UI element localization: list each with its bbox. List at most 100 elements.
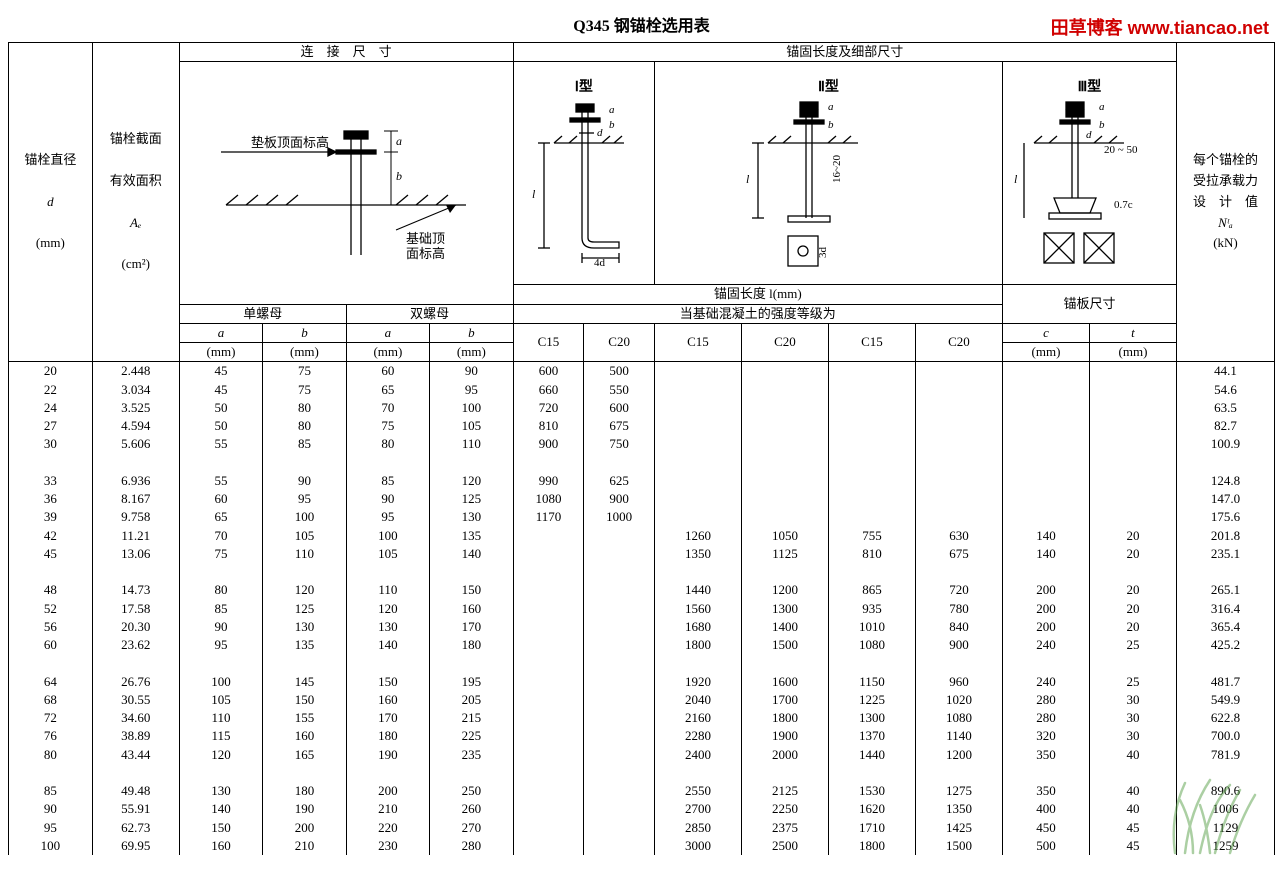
cell-N: 235.1 [1176, 545, 1274, 563]
cell-a2: 70 [346, 399, 429, 417]
watermark-text: 田草博客 www.tiancao.net [1051, 14, 1269, 40]
cell-l1c20: 675 [584, 417, 655, 435]
cell-d: 76 [9, 727, 93, 745]
hdr-b1-u: (mm) [263, 343, 346, 362]
cell-l3c20 [915, 435, 1002, 453]
cell-d: 39 [9, 508, 93, 526]
table-row: 6023.62951351401801800150010809002402542… [9, 636, 1275, 654]
cell-a2: 220 [346, 819, 429, 837]
cell-l2c20 [741, 362, 828, 381]
hdr-a2-u: (mm) [346, 343, 429, 362]
cell-t: 20 [1089, 545, 1176, 563]
cell-d: 52 [9, 600, 93, 618]
cell-l2c20: 1700 [741, 691, 828, 709]
page-root: { "title": "Q345 钢锚栓选用表", "watermark": "… [8, 12, 1275, 855]
cell-l2c20 [741, 417, 828, 435]
cell-l1c20 [584, 581, 655, 599]
cell-l1c15: 600 [513, 362, 584, 381]
cell-b2: 100 [430, 399, 513, 417]
cell-N: 622.8 [1176, 709, 1274, 727]
cell-l1c20 [584, 746, 655, 764]
cell-a1: 55 [179, 472, 262, 490]
cell-N: 316.4 [1176, 600, 1274, 618]
bolt-diagram-nut-icon: 垫板顶面标高 基础顶 面标高 a b [196, 85, 496, 280]
cell-l2c15: 3000 [654, 837, 741, 855]
hdr-double-nut: 双螺母 [346, 304, 513, 323]
cell-N: 549.9 [1176, 691, 1274, 709]
cell-a2: 140 [346, 636, 429, 654]
cell-b2: 260 [430, 800, 513, 818]
cell-l2c15: 2400 [654, 746, 741, 764]
cell-d: 36 [9, 490, 93, 508]
hdr-b2: b [430, 323, 513, 342]
cell-b1: 100 [263, 508, 346, 526]
cell-l3c20: 900 [915, 636, 1002, 654]
cell-d: 27 [9, 417, 93, 435]
cell-l3c15: 1800 [828, 837, 915, 855]
cell-l3c15: 1530 [828, 782, 915, 800]
cell-l1c20: 900 [584, 490, 655, 508]
cell-a2: 190 [346, 746, 429, 764]
table-row: 6830.55105150160205204017001225102028030… [9, 691, 1275, 709]
cell-a2: 90 [346, 490, 429, 508]
table-row: 4211.21701051001351260105075563014020201… [9, 527, 1275, 545]
cell-l1c20 [584, 837, 655, 855]
cell-l2c20: 2375 [741, 819, 828, 837]
cell-l3c20 [915, 490, 1002, 508]
cell-l3c20: 1020 [915, 691, 1002, 709]
bolt-type1-icon: l 4d d a b [524, 98, 644, 268]
cell-b1: 210 [263, 837, 346, 855]
cell-a1: 160 [179, 837, 262, 855]
cell-l3c20: 1080 [915, 709, 1002, 727]
cell-a1: 75 [179, 545, 262, 563]
cell-c: 200 [1002, 600, 1089, 618]
cell-l2c15 [654, 362, 741, 381]
cell-l3c15: 865 [828, 581, 915, 599]
hdr-conn-dim: 连 接 尺 寸 [179, 43, 513, 62]
cell-l1c20 [584, 800, 655, 818]
cell-b2: 130 [430, 508, 513, 526]
cell-d: 90 [9, 800, 93, 818]
table-row: 5217.58851251201601560130093578020020316… [9, 600, 1275, 618]
svg-text:20 ~ 50: 20 ~ 50 [1104, 144, 1138, 156]
svg-text:垫板顶面标高: 垫板顶面标高 [251, 135, 329, 150]
cell-N: 265.1 [1176, 581, 1274, 599]
cell-a1: 70 [179, 527, 262, 545]
cell-l2c20: 1600 [741, 673, 828, 691]
svg-text:a: a [396, 134, 402, 148]
cell-N: 124.8 [1176, 472, 1274, 490]
cell-d: 45 [9, 545, 93, 563]
cell-b2: 250 [430, 782, 513, 800]
cell-l3c20: 1275 [915, 782, 1002, 800]
cell-d: 48 [9, 581, 93, 599]
cell-b2: 215 [430, 709, 513, 727]
cell-l2c20: 1800 [741, 709, 828, 727]
cell-d: 56 [9, 618, 93, 636]
cell-l1c15 [513, 727, 584, 745]
cell-l1c20 [584, 673, 655, 691]
cell-l2c20: 2500 [741, 837, 828, 855]
cell-t: 30 [1089, 709, 1176, 727]
diagram-type1: Ⅰ型 [513, 62, 654, 285]
cell-N: 44.1 [1176, 362, 1274, 381]
cell-b1: 120 [263, 581, 346, 599]
cell-t [1089, 362, 1176, 381]
cell-l3c15 [828, 381, 915, 399]
cell-l2c15: 1920 [654, 673, 741, 691]
svg-text:3d: 3d [817, 247, 829, 259]
table-row: 8549.48130180200250255021251530127535040… [9, 782, 1275, 800]
cell-b2: 110 [430, 435, 513, 453]
table-row: 202.4484575609060050044.1 [9, 362, 1275, 381]
cell-c: 140 [1002, 545, 1089, 563]
cell-t: 40 [1089, 782, 1176, 800]
cell-l2c20 [741, 472, 828, 490]
cell-Ae: 5.606 [92, 435, 179, 453]
cell-l1c20: 750 [584, 435, 655, 453]
cell-b2: 140 [430, 545, 513, 563]
cell-a2: 65 [346, 381, 429, 399]
svg-text:l: l [532, 187, 536, 201]
cell-N: 781.9 [1176, 746, 1274, 764]
hdr-concrete: 当基础混凝土的强度等级为 [513, 304, 1002, 323]
cell-a1: 105 [179, 691, 262, 709]
cell-Ae: 2.448 [92, 362, 179, 381]
